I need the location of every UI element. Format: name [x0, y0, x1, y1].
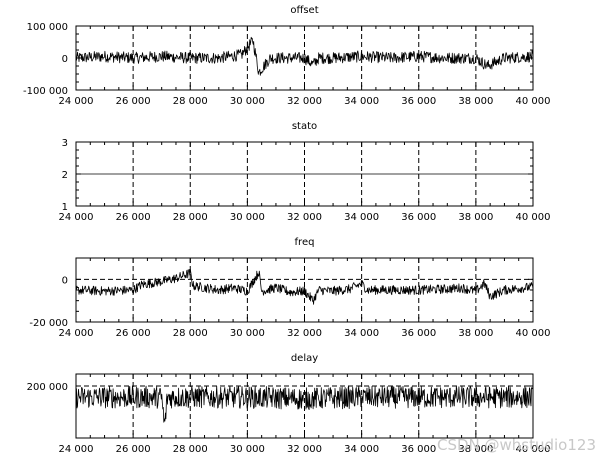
y-tick-label: 200 000	[27, 382, 68, 393]
x-tick-label: 34 000	[344, 96, 379, 107]
x-tick-label: 26 000	[116, 96, 151, 107]
x-tick-label: 38 000	[458, 96, 493, 107]
x-tick-label: 36 000	[401, 444, 436, 455]
x-tick-label: 32 000	[287, 328, 322, 339]
y-tick-label: -20 000	[29, 318, 68, 329]
x-tick-label: 38 000	[458, 444, 493, 455]
x-tick-label: 34 000	[344, 212, 379, 223]
x-tick-label: 28 000	[173, 212, 208, 223]
x-tick-label: 24 000	[59, 96, 94, 107]
series-line-0	[75, 268, 534, 305]
x-tick-label: 32 000	[287, 212, 322, 223]
x-tick-label: 30 000	[230, 328, 265, 339]
x-tick-label: 40 000	[516, 96, 551, 107]
x-tick-label: 26 000	[116, 444, 151, 455]
y-tick-label: 1	[62, 202, 68, 213]
x-tick-label: 34 000	[344, 328, 379, 339]
x-tick-label: 30 000	[230, 212, 265, 223]
x-tick-label: 30 000	[230, 444, 265, 455]
panel-delay: delay 24 000 26 000 28 000 30 000 32 000 34 00…	[27, 353, 551, 455]
x-tick-label: 26 000	[116, 328, 151, 339]
x-tick-label: 26 000	[116, 212, 151, 223]
panel-freq: freq 24 000 26 000 28 000 30 000 32 000 34 000…	[29, 237, 550, 339]
y-tick-label: 2	[62, 170, 68, 181]
x-tick-label: 38 000	[458, 212, 493, 223]
y-tick-label: -100 000	[23, 86, 68, 97]
x-tick-label: 36 000	[401, 96, 436, 107]
x-tick-label: 32 000	[287, 444, 322, 455]
panel-title: delay	[291, 353, 318, 364]
x-tick-label: 36 000	[401, 328, 436, 339]
watermark: CSDN @whstudio123	[436, 436, 596, 454]
y-tick-label: 100 000	[27, 22, 68, 33]
x-tick-label: 28 000	[173, 444, 208, 455]
y-tick-label: 0	[62, 275, 68, 286]
y-tick-label: 3	[62, 138, 68, 149]
x-tick-label: 28 000	[173, 96, 208, 107]
x-tick-label: 24 000	[59, 212, 94, 223]
series-line-0	[75, 36, 534, 76]
x-tick-label: 40 000	[516, 328, 551, 339]
x-tick-label: 32 000	[287, 96, 322, 107]
x-tick-label: 36 000	[401, 212, 436, 223]
panel-offset: offset 24 000 26 000 28 000 30 000 32 000 34 0…	[23, 5, 550, 107]
x-tick-label: 40 000	[516, 212, 551, 223]
panel-title: freq	[295, 237, 315, 248]
panel-stato: stato 24 000 26 000 28 000 30 000 32 000 34 00…	[59, 121, 551, 223]
series-line-0	[75, 385, 534, 423]
x-tick-label: 38 000	[458, 328, 493, 339]
x-tick-label: 24 000	[59, 444, 94, 455]
y-tick-label: 0	[62, 54, 68, 65]
x-tick-label: 24 000	[59, 328, 94, 339]
x-tick-label: 30 000	[230, 96, 265, 107]
x-tick-label: 28 000	[173, 328, 208, 339]
panel-title: offset	[290, 5, 318, 16]
x-tick-label: 40 000	[516, 444, 551, 455]
panel-title: stato	[292, 121, 317, 132]
x-tick-label: 34 000	[344, 444, 379, 455]
